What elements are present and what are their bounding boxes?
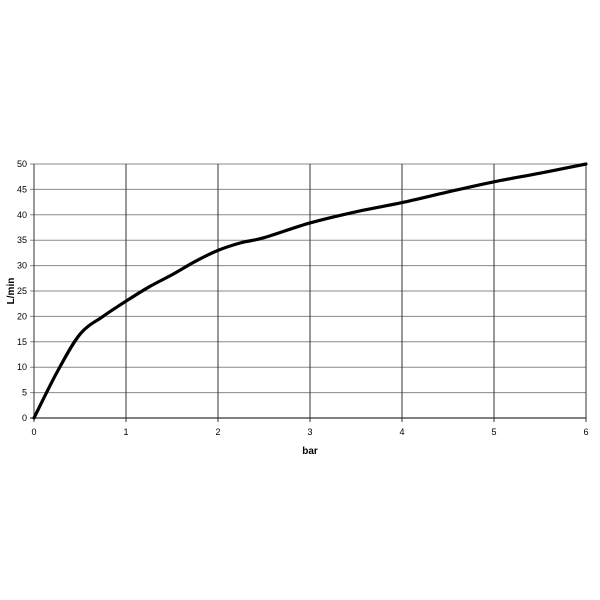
y-tick-label: 25: [17, 286, 27, 296]
x-tick-label: 5: [491, 427, 496, 437]
y-tick-label: 0: [22, 413, 27, 423]
y-tick-label: 15: [17, 337, 27, 347]
y-tick-label: 10: [17, 362, 27, 372]
y-tick-label: 20: [17, 311, 27, 321]
y-tick-label: 5: [22, 388, 27, 398]
x-tick-label: 4: [399, 427, 404, 437]
x-tick-label: 1: [123, 427, 128, 437]
x-axis-label: bar: [302, 446, 318, 457]
x-tick-label: 6: [583, 427, 588, 437]
y-tick-label: 50: [17, 159, 27, 169]
y-tick-label: 40: [17, 210, 27, 220]
y-tick-label: 30: [17, 261, 27, 271]
y-axis-label: L/min: [6, 278, 17, 305]
x-tick-label: 3: [307, 427, 312, 437]
x-tick-label: 0: [31, 427, 36, 437]
y-tick-label: 45: [17, 184, 27, 194]
y-tick-label: 35: [17, 235, 27, 245]
x-tick-label: 2: [215, 427, 220, 437]
series-line: [32, 162, 588, 420]
